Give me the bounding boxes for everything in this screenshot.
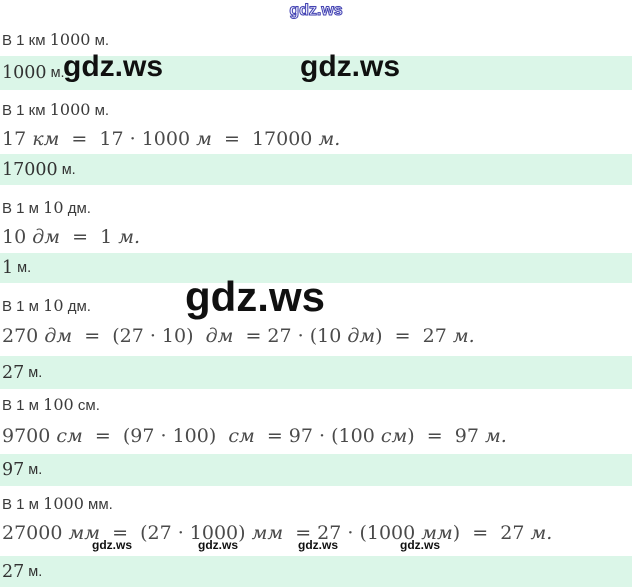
- text-segment: см.: [73, 397, 100, 414]
- text-segment: м.: [90, 102, 110, 119]
- statement-line: В 1 м 10 дм.: [0, 297, 632, 316]
- gdz-watermark-center: gdz.ws: [185, 273, 326, 320]
- text-segment: см: [56, 425, 83, 447]
- text-segment: ) = 27: [375, 325, 453, 347]
- text-segment: мм: [251, 522, 284, 544]
- text-segment: м: [196, 128, 212, 150]
- text-segment: = (27 · 10): [72, 325, 206, 347]
- text-segment: м.: [484, 425, 507, 447]
- text-segment: 1000: [49, 30, 91, 49]
- text-segment: м.: [13, 260, 32, 276]
- text-segment: 27: [2, 362, 25, 383]
- text-segment: мм.: [83, 496, 113, 513]
- math-line: 270 дм = (27 · 10) дм = 27 · (10 дм) = 2…: [0, 323, 632, 350]
- text-segment: м.: [24, 364, 43, 381]
- answer-line: 97 м.: [0, 454, 632, 486]
- text-segment: = 17 · 1000: [59, 128, 197, 150]
- math-line: 10 дм = 1 м.: [0, 224, 632, 251]
- answer-line: 1 м.: [0, 253, 632, 283]
- text-segment: = (27 · 1000): [100, 522, 252, 544]
- text-segment: В 1 м: [2, 397, 44, 414]
- text-segment: км: [32, 128, 60, 150]
- text-segment: = 97 · (100: [254, 425, 381, 447]
- gdz-watermark-small-4: gdz.ws: [400, 538, 441, 552]
- text-segment: см: [228, 425, 255, 447]
- text-segment: 270: [2, 325, 45, 347]
- text-segment: 10: [43, 198, 64, 217]
- text-segment: дм.: [63, 200, 91, 217]
- text-segment: м.: [90, 32, 110, 49]
- answer-line: 27 м.: [0, 356, 632, 389]
- statement-line: В 1 м 1000 мм.: [0, 495, 632, 514]
- math-line: 9700 см = (97 · 100) см = 97 · (100 см) …: [0, 423, 632, 450]
- text-segment: мм: [68, 522, 100, 544]
- text-segment: м.: [118, 226, 141, 248]
- gdz-watermark-small-3: gdz.ws: [298, 538, 339, 552]
- text-segment: м.: [46, 65, 65, 81]
- text-segment: 17: [2, 128, 33, 150]
- text-segment: В 1 км: [2, 102, 50, 119]
- text-segment: В 1 м: [2, 200, 44, 217]
- text-segment: В 1 м: [2, 298, 44, 315]
- text-segment: 1000: [49, 100, 91, 119]
- math-line: 17 км = 17 · 1000 м = 17000 м.: [0, 126, 632, 153]
- text-segment: В 1 км: [2, 32, 50, 49]
- text-segment: 97: [2, 460, 25, 480]
- text-segment: = 1: [60, 226, 119, 248]
- text-segment: 27: [2, 561, 25, 582]
- gdz-watermark-top: gdz.ws: [289, 2, 343, 19]
- text-segment: м.: [57, 161, 76, 178]
- text-segment: м.: [24, 462, 43, 478]
- statement-line: В 1 км 1000 м.: [0, 31, 632, 50]
- text-segment: м.: [24, 563, 43, 580]
- text-segment: 100: [43, 395, 74, 414]
- text-segment: = (97 · 100): [82, 425, 229, 447]
- text-segment: дм.: [63, 298, 91, 315]
- text-segment: 1000: [2, 63, 47, 83]
- text-segment: = 27 · (10: [233, 325, 348, 347]
- text-segment: дм: [44, 325, 73, 347]
- text-segment: 1000: [43, 494, 84, 513]
- gdz-watermark-band-right: gdz.ws: [300, 50, 401, 83]
- statement-line: В 1 км 1000 м.: [0, 101, 632, 120]
- gdz-watermark-small-1: gdz.ws: [92, 538, 133, 552]
- text-segment: мм: [421, 522, 453, 544]
- text-segment: дм: [347, 325, 376, 347]
- text-segment: 10: [43, 296, 64, 315]
- text-segment: 9700: [2, 425, 57, 447]
- gdz-watermark-small-2: gdz.ws: [198, 538, 239, 552]
- text-segment: см: [380, 425, 408, 447]
- text-segment: м.: [452, 325, 475, 347]
- answer-line: 1000 м.: [0, 56, 632, 90]
- text-segment: дм: [205, 325, 234, 347]
- statement-line: В 1 м 10 дм.: [0, 199, 632, 218]
- answer-line: 27 м.: [0, 556, 632, 587]
- text-segment: = 27 · (1000: [283, 522, 422, 544]
- text-segment: дм: [32, 226, 61, 248]
- math-line: 27000 мм = (27 · 1000) мм = 27 · (1000 м…: [0, 520, 632, 547]
- text-segment: м.: [530, 522, 553, 544]
- statement-line: В 1 м 100 см.: [0, 396, 632, 415]
- text-segment: 17000: [2, 159, 58, 180]
- text-segment: 1: [2, 258, 14, 278]
- text-segment: ) = 97: [407, 425, 485, 447]
- text-segment: 27000: [2, 522, 69, 544]
- text-segment: 10: [2, 226, 33, 248]
- answer-line: 17000 м.: [0, 154, 632, 185]
- gdz-watermark-band-left: gdz.ws: [63, 50, 164, 83]
- text-segment: В 1 м: [2, 496, 44, 513]
- text-segment: ) = 27: [452, 522, 531, 544]
- text-segment: м.: [318, 128, 341, 150]
- text-segment: = 17000: [211, 128, 319, 150]
